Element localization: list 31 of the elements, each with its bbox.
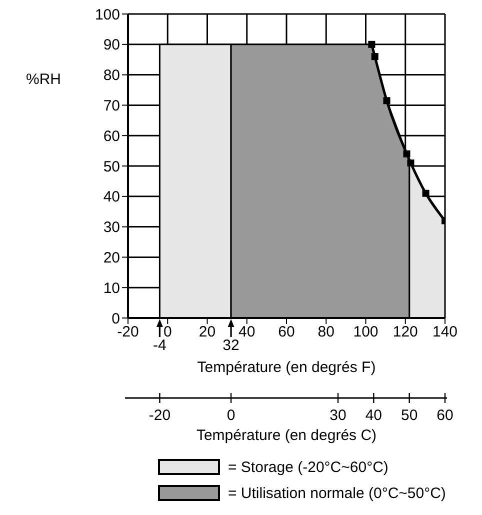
legend-label: = Storage (-20°C~60°C) (228, 458, 388, 476)
y-tick-label: 10 (103, 280, 120, 297)
y-tick-label: 100 (94, 6, 120, 24)
y-tick-label: 0 (112, 310, 120, 328)
x-tick-label: 20 (198, 324, 216, 341)
x-tick-label: 120 (392, 324, 418, 341)
x-tick-label: 80 (318, 324, 334, 341)
y-tick-label: 20 (103, 250, 120, 267)
y-tick-label: 70 (103, 98, 120, 115)
x-tick-label: 100 (353, 324, 378, 341)
x2-tick-label: -20 (148, 407, 171, 424)
x2-tick-label: 30 (330, 407, 346, 424)
x-tick-label: 60 (278, 324, 295, 341)
y-tick-label: 90 (103, 36, 120, 54)
y-tick-label: 60 (103, 128, 120, 145)
annotation: 32 (222, 337, 240, 354)
x2-tick-label: 50 (400, 407, 418, 424)
x-axis-title: Température (en degrés F) (197, 359, 376, 376)
x2-axis-title: Température (en degrés C) (196, 427, 377, 444)
y-tick-label: 80 (103, 67, 120, 84)
y-tick-label: 30 (103, 219, 120, 236)
x2-tick-label: 60 (436, 407, 454, 424)
x-tick-label: -20 (117, 324, 139, 341)
x-tick-label: 140 (432, 324, 458, 341)
y-tick-label: 40 (103, 188, 120, 206)
x2-tick-label: 40 (365, 407, 382, 424)
x2-tick-label: 0 (226, 407, 236, 424)
y-tick-label: 50 (103, 158, 120, 176)
x-tick-label: 40 (238, 324, 256, 341)
legend-label: = Utilisation normale (0°C~50°C) (228, 484, 446, 502)
y-axis-title: %RH (26, 71, 62, 88)
